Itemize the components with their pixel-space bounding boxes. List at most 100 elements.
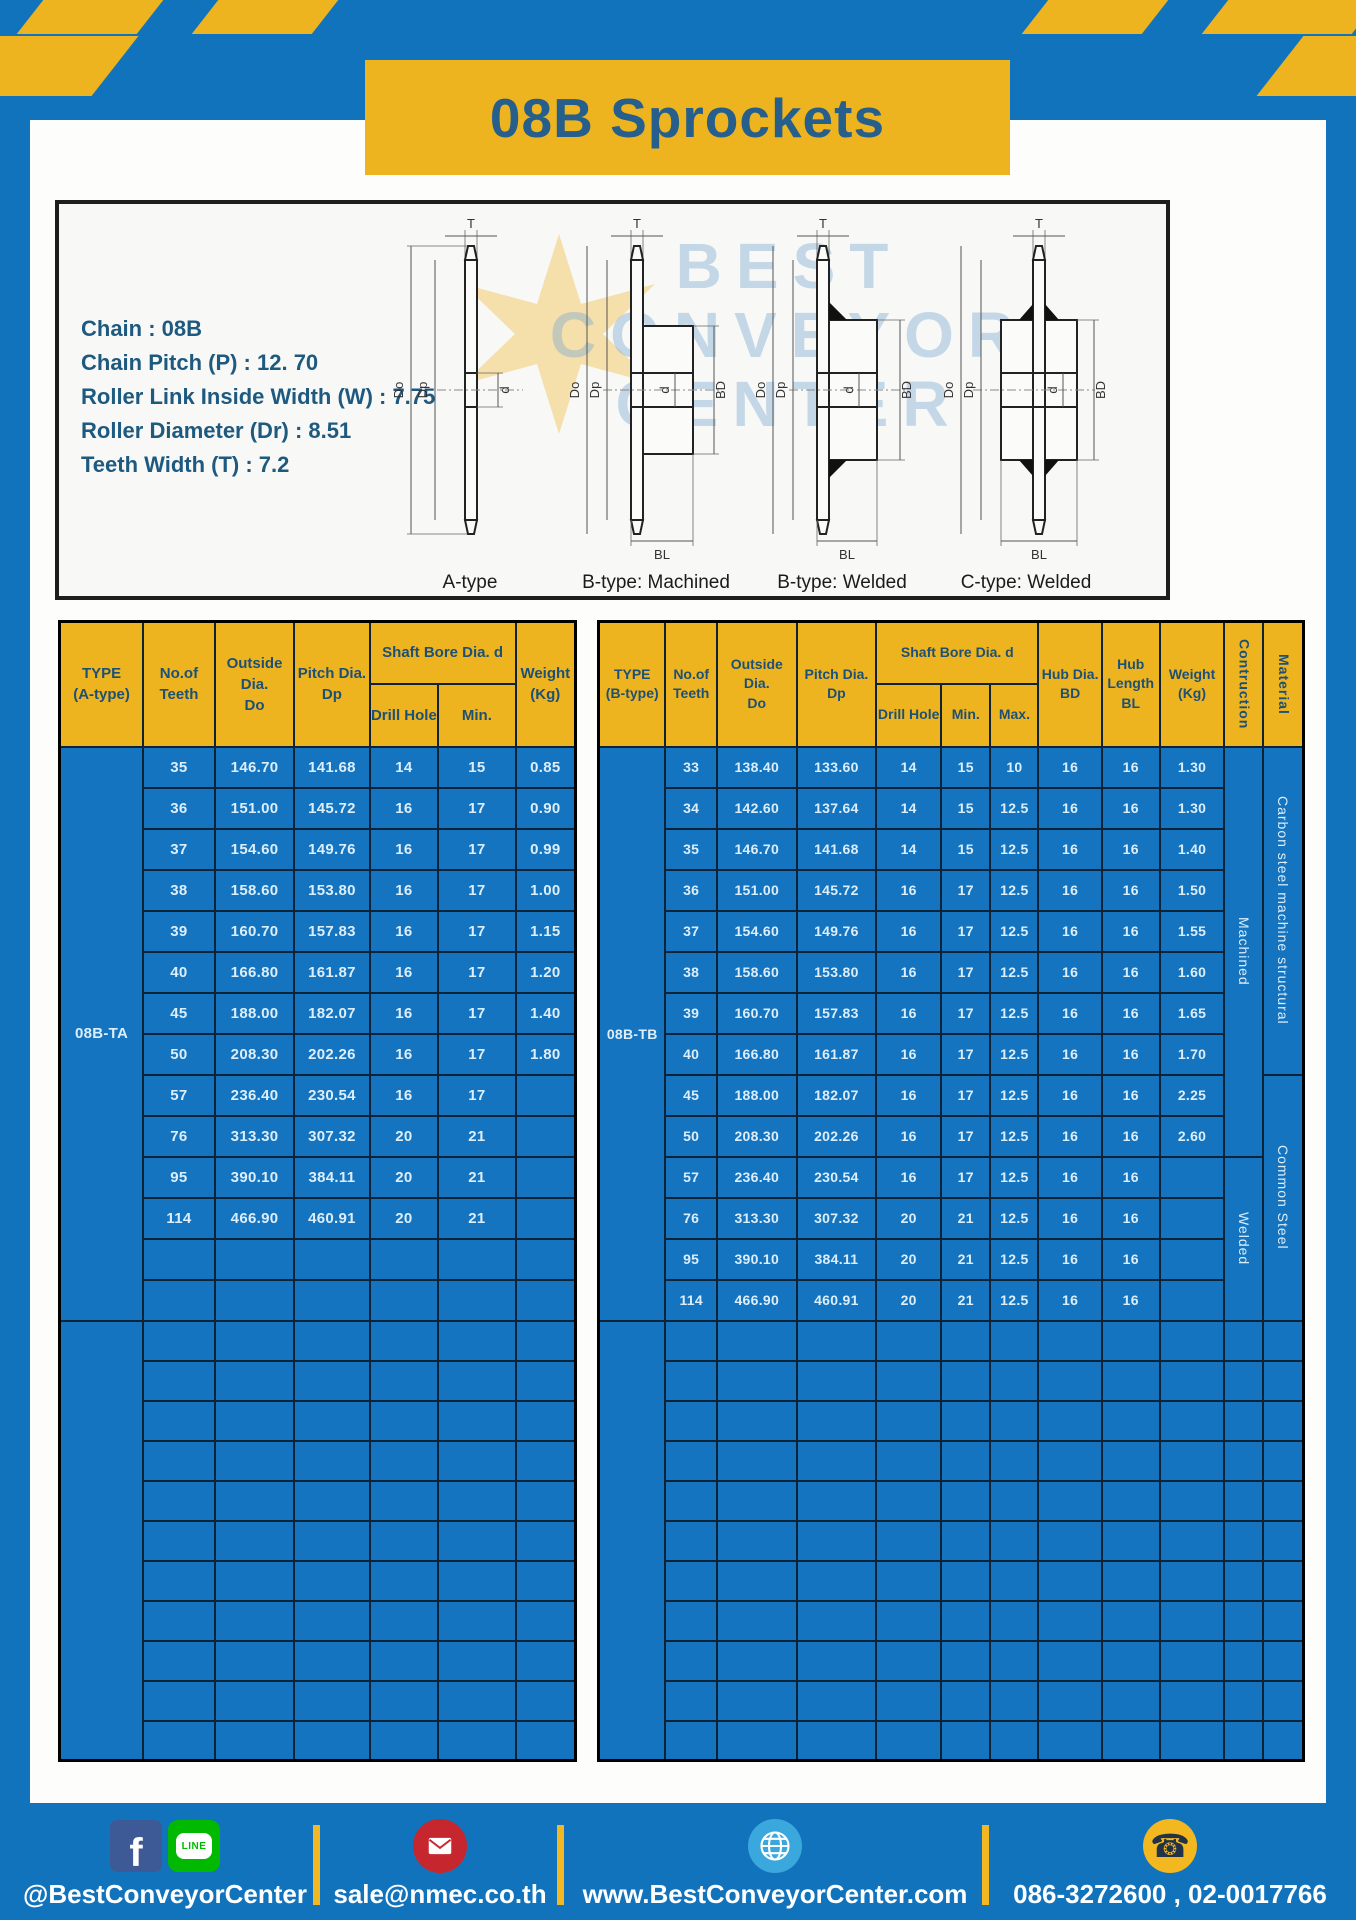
empty-cell (940, 1359, 992, 1402)
cell-pitch-dia: 230.54 (795, 1155, 878, 1199)
cell-max: 12.5 (989, 1278, 1040, 1322)
empty-cell (940, 1479, 992, 1522)
empty-cell (664, 1679, 718, 1722)
dim-label-dp: Dp (961, 382, 976, 399)
empty-cell (940, 1399, 992, 1442)
cell-material: Common Steel (1262, 1073, 1305, 1322)
cell-hub-dia: 16 (1037, 1196, 1103, 1240)
dim-label-dp: Dp (773, 382, 788, 399)
cell-min: 15 (940, 745, 992, 789)
empty-cell (1158, 1599, 1226, 1642)
empty-cell (1262, 1719, 1305, 1762)
dim-label-t: T (467, 216, 475, 231)
cell-drill-hole: 20 (875, 1237, 943, 1281)
cell-construction: Welded (1223, 1155, 1265, 1322)
cell-drill-hole: 20 (875, 1278, 943, 1322)
cell-min: 17 (437, 827, 517, 871)
cell-pitch-dia: 157.83 (795, 991, 878, 1035)
dim-label-bl: BL (1031, 547, 1047, 562)
col-header-drill-hole: Drill Hole (875, 682, 943, 748)
empty-cell (368, 1679, 440, 1722)
cell-pitch-dia: 384.11 (293, 1155, 371, 1199)
empty-cell (1158, 1639, 1226, 1682)
cell-outside-dia: 313.30 (213, 1114, 296, 1158)
empty-cell (293, 1479, 371, 1522)
empty-cell (1223, 1519, 1265, 1562)
empty-cell (1158, 1439, 1226, 1482)
empty-cell (875, 1439, 943, 1482)
cell-teeth: 50 (142, 1032, 216, 1076)
table-row (60, 1237, 577, 1281)
empty-cell (1100, 1359, 1161, 1402)
cell-min: 17 (437, 786, 517, 830)
empty-cell (1158, 1559, 1226, 1602)
cell-drill-hole: 16 (368, 991, 440, 1035)
empty-cell (715, 1479, 798, 1522)
cell-weight: 1.65 (1158, 991, 1226, 1035)
empty-cell (715, 1559, 798, 1602)
empty-cell (1037, 1559, 1103, 1602)
empty-cell (213, 1399, 296, 1442)
cell-weight: 1.30 (1158, 786, 1226, 830)
hazard-stripe (1201, 0, 1356, 34)
empty-cell (368, 1599, 440, 1642)
cell-weight: 1.30 (1158, 745, 1226, 789)
empty-cell (1223, 1719, 1265, 1762)
sprocket-table-a-type: TYPE (A-type) No.of Teeth Outside Dia. D… (58, 620, 577, 1762)
footer-email-group: sale@nmec.co.th (320, 1817, 560, 1910)
cell-teeth (142, 1237, 216, 1281)
cell-teeth: 57 (664, 1155, 718, 1199)
cell-min: 17 (437, 909, 517, 953)
cell-teeth: 40 (664, 1032, 718, 1076)
empty-cell (1262, 1519, 1305, 1562)
col-header-weight: Weight (Kg) (1158, 620, 1226, 748)
empty-cell (514, 1479, 577, 1522)
empty-cell (1223, 1399, 1265, 1442)
cell-drill-hole: 14 (875, 786, 943, 830)
empty-cell (1037, 1639, 1103, 1682)
empty-cell (213, 1559, 296, 1602)
footer-website: www.BestConveyorCenter.com (582, 1879, 968, 1909)
empty-cell (437, 1359, 517, 1402)
empty-cell (142, 1599, 216, 1642)
watermark-line: BEST (675, 230, 903, 302)
cell-drill-hole (368, 1237, 440, 1281)
cell-teeth: 50 (664, 1114, 718, 1158)
table-row (60, 1399, 577, 1442)
cell-pitch-dia: 141.68 (293, 745, 371, 789)
cell-teeth: 35 (142, 745, 216, 789)
spec-line: Chain Pitch (P) : 12. 70 (81, 350, 319, 375)
dim-label-dp: Dp (415, 382, 430, 399)
cell-drill-hole: 16 (875, 868, 943, 912)
empty-cell (213, 1479, 296, 1522)
cell-pitch-dia: 202.26 (293, 1032, 371, 1076)
footer-divider (313, 1825, 320, 1905)
empty-cell (1037, 1439, 1103, 1482)
cell-outside-dia: 166.80 (715, 1032, 798, 1076)
empty-cell (368, 1399, 440, 1442)
empty-cell (213, 1599, 296, 1642)
empty-cell (142, 1439, 216, 1482)
empty-cell (989, 1399, 1040, 1442)
empty-cell (293, 1639, 371, 1682)
empty-cell (142, 1519, 216, 1562)
footer-divider (557, 1825, 564, 1905)
empty-cell (664, 1399, 718, 1442)
cell-weight: 1.40 (1158, 827, 1226, 871)
cell-hub-length: 16 (1100, 1073, 1161, 1117)
empty-cell (989, 1479, 1040, 1522)
cell-hub-length: 16 (1100, 1278, 1161, 1322)
cell-hub-length: 16 (1100, 1196, 1161, 1240)
table-row (599, 1639, 1305, 1682)
table-row: 76 313.30 307.32 20 21 12.5 16 16 (599, 1196, 1304, 1240)
cell-outside-dia: 188.00 (715, 1073, 798, 1117)
empty-cell (1158, 1479, 1226, 1522)
empty-cell (1100, 1399, 1161, 1442)
cell-drill-hole: 16 (368, 786, 440, 830)
empty-cell (293, 1439, 371, 1482)
cell-drill-hole: 16 (875, 991, 943, 1035)
cell-weight (1158, 1237, 1226, 1281)
cell-weight: 1.60 (1158, 950, 1226, 994)
sprocket-drawing-c-welded: T Do Dp d BD (937, 216, 1115, 594)
spec-line: Roller Link Inside Width (W) : 7.75 (81, 384, 436, 409)
